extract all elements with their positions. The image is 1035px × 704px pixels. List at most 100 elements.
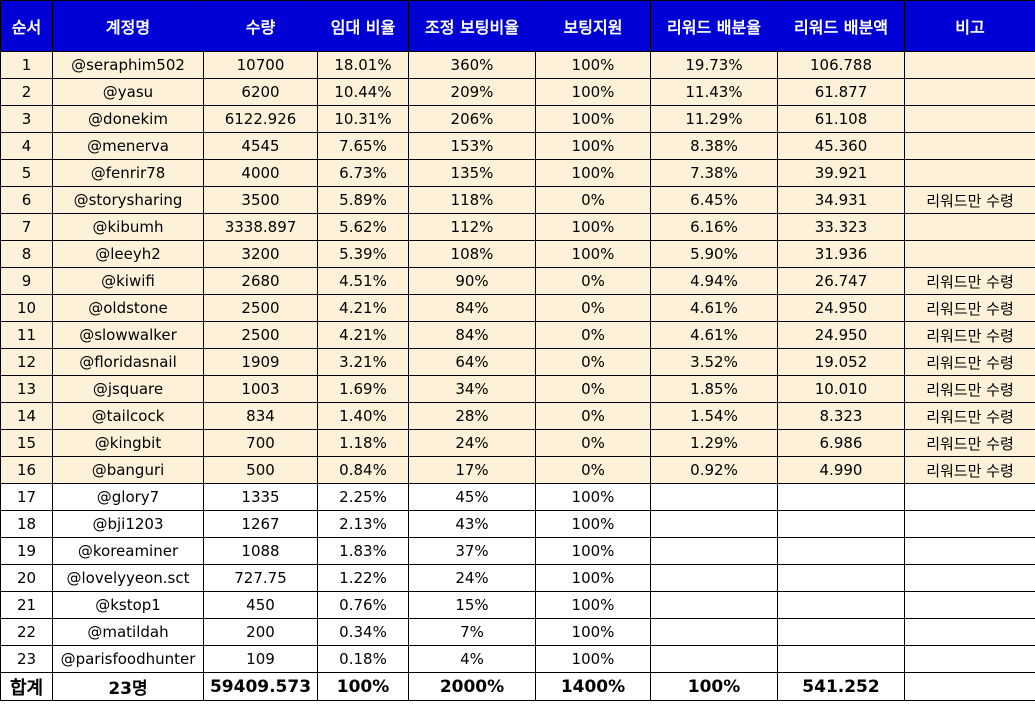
cell-order: 5 [0, 159, 53, 187]
cell-reward-amount: 61.108 [777, 105, 905, 133]
cell-note [904, 483, 1035, 511]
cell-quantity: 834 [203, 402, 318, 430]
table-row: 4 @menerva 4545 7.65% 153% 100% 8.38% 45.360 [0, 132, 1035, 160]
cell-adjusted-voting-ratio: 34% [408, 375, 536, 403]
cell-quantity: 1267 [203, 510, 318, 538]
cell-quantity: 1335 [203, 483, 318, 511]
totals-account-count: 23명 [52, 672, 204, 701]
cell-adjusted-voting-ratio: 108% [408, 240, 536, 268]
cell-reward-ratio: 1.85% [650, 375, 778, 403]
cell-quantity: 727.75 [203, 564, 318, 592]
cell-voting-support: 100% [535, 564, 651, 592]
cell-quantity: 200 [203, 618, 318, 646]
cell-voting-support: 100% [535, 213, 651, 241]
table-row: 17 @glory7 1335 2.25% 45% 100% [0, 483, 1035, 511]
cell-reward-amount: 24.950 [777, 294, 905, 322]
cell-note: 리워드만 수령 [904, 429, 1035, 457]
cell-adjusted-voting-ratio: 45% [408, 483, 536, 511]
cell-lease-ratio: 4.21% [317, 321, 409, 349]
cell-account: @parisfoodhunter [52, 645, 204, 673]
table-header: 순서 계정명 수량 임대 비율 조정 보팅비율 보팅지원 리워드 배분율 리워드… [0, 0, 1035, 52]
table-row: 14 @tailcock 834 1.40% 28% 0% 1.54% 8.323 리워드만 수… [0, 402, 1035, 430]
cell-order: 14 [0, 402, 53, 430]
cell-adjusted-voting-ratio: 43% [408, 510, 536, 538]
cell-lease-ratio: 1.18% [317, 429, 409, 457]
cell-quantity: 4000 [203, 159, 318, 187]
table-row: 2 @yasu 6200 10.44% 209% 100% 11.43% 61.877 [0, 78, 1035, 106]
cell-lease-ratio: 1.83% [317, 537, 409, 565]
cell-quantity: 4545 [203, 132, 318, 160]
cell-order: 12 [0, 348, 53, 376]
cell-note [904, 78, 1035, 106]
cell-lease-ratio: 0.76% [317, 591, 409, 619]
cell-note [904, 510, 1035, 538]
cell-order: 9 [0, 267, 53, 295]
cell-quantity: 10700 [203, 51, 318, 79]
cell-adjusted-voting-ratio: 118% [408, 186, 536, 214]
cell-order: 22 [0, 618, 53, 646]
header-cell-quantity: 수량 [203, 0, 318, 52]
cell-reward-amount: 33.323 [777, 213, 905, 241]
cell-reward-ratio: 11.43% [650, 78, 778, 106]
cell-account: @kiwifi [52, 267, 204, 295]
cell-voting-support: 100% [535, 78, 651, 106]
table-row: 18 @bji1203 1267 2.13% 43% 100% [0, 510, 1035, 538]
cell-lease-ratio: 10.31% [317, 105, 409, 133]
cell-quantity: 2500 [203, 294, 318, 322]
cell-note [904, 618, 1035, 646]
cell-reward-ratio [650, 510, 778, 538]
cell-reward-ratio: 5.90% [650, 240, 778, 268]
cell-voting-support: 100% [535, 483, 651, 511]
cell-adjusted-voting-ratio: 360% [408, 51, 536, 79]
cell-voting-support: 0% [535, 456, 651, 484]
cell-voting-support: 0% [535, 402, 651, 430]
cell-note: 리워드만 수령 [904, 348, 1035, 376]
cell-voting-support: 0% [535, 321, 651, 349]
table-row: 15 @kingbit 700 1.18% 24% 0% 1.29% 6.986 리워드만 수령 [0, 429, 1035, 457]
cell-lease-ratio: 2.25% [317, 483, 409, 511]
cell-account: @banguri [52, 456, 204, 484]
header-cell-order: 순서 [0, 0, 53, 52]
cell-reward-ratio: 7.38% [650, 159, 778, 187]
table-row: 19 @koreaminer 1088 1.83% 37% 100% [0, 537, 1035, 565]
cell-note [904, 132, 1035, 160]
table-row: 21 @kstop1 450 0.76% 15% 100% [0, 591, 1035, 619]
header-cell-reward-ratio: 리워드 배분율 [650, 0, 778, 52]
table-row: 10 @oldstone 2500 4.21% 84% 0% 4.61% 24.950 리워드만… [0, 294, 1035, 322]
cell-reward-ratio: 0.92% [650, 456, 778, 484]
cell-lease-ratio: 1.22% [317, 564, 409, 592]
cell-reward-ratio [650, 591, 778, 619]
cell-lease-ratio: 1.69% [317, 375, 409, 403]
cell-reward-amount: 4.990 [777, 456, 905, 484]
cell-account: @kingbit [52, 429, 204, 457]
cell-account: @storysharing [52, 186, 204, 214]
cell-order: 18 [0, 510, 53, 538]
cell-adjusted-voting-ratio: 64% [408, 348, 536, 376]
cell-reward-amount [777, 564, 905, 592]
cell-reward-amount [777, 618, 905, 646]
cell-lease-ratio: 3.21% [317, 348, 409, 376]
cell-note [904, 240, 1035, 268]
cell-order: 7 [0, 213, 53, 241]
cell-lease-ratio: 5.39% [317, 240, 409, 268]
cell-note: 리워드만 수령 [904, 402, 1035, 430]
cell-note: 리워드만 수령 [904, 321, 1035, 349]
cell-reward-amount [777, 483, 905, 511]
cell-adjusted-voting-ratio: 84% [408, 294, 536, 322]
cell-note [904, 564, 1035, 592]
cell-order: 21 [0, 591, 53, 619]
table-row: 7 @kibumh 3338.897 5.62% 112% 100% 6.16% 33.323 [0, 213, 1035, 241]
table-row: 1 @seraphim502 10700 18.01% 360% 100% 19.73% 10… [0, 51, 1035, 79]
cell-reward-ratio: 1.29% [650, 429, 778, 457]
header-cell-reward-amount: 리워드 배분액 [777, 0, 905, 52]
table-row: 22 @matildah 200 0.34% 7% 100% [0, 618, 1035, 646]
cell-reward-ratio: 19.73% [650, 51, 778, 79]
cell-note: 리워드만 수령 [904, 267, 1035, 295]
cell-account: @koreaminer [52, 537, 204, 565]
cell-reward-amount: 8.323 [777, 402, 905, 430]
cell-voting-support: 100% [535, 240, 651, 268]
cell-account: @seraphim502 [52, 51, 204, 79]
cell-reward-ratio: 4.94% [650, 267, 778, 295]
cell-reward-amount [777, 591, 905, 619]
header-cell-lease-ratio: 임대 비율 [317, 0, 409, 52]
